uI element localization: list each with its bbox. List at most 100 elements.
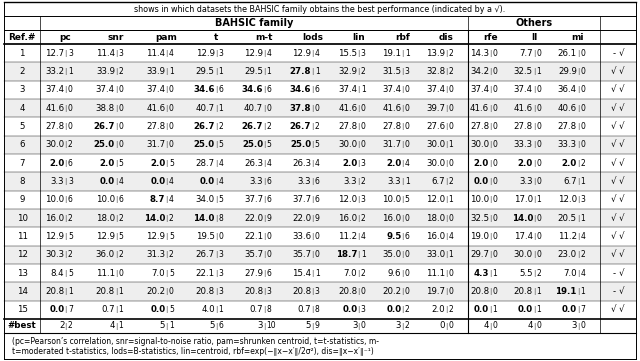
Text: |: | <box>65 251 67 258</box>
Text: 2: 2 <box>68 140 73 149</box>
Text: 0: 0 <box>404 104 410 113</box>
Text: 1: 1 <box>68 287 73 296</box>
Text: 0: 0 <box>536 214 541 223</box>
Text: shows in which datasets the BAHSIC family obtains the best performance (indicate: shows in which datasets the BAHSIC famil… <box>134 4 506 13</box>
Text: 41.6: 41.6 <box>514 104 533 113</box>
Text: 4: 4 <box>449 232 454 241</box>
Text: |: | <box>357 178 360 185</box>
Text: 9: 9 <box>266 214 271 223</box>
Text: 4: 4 <box>315 159 320 168</box>
Text: 7.0: 7.0 <box>152 269 165 278</box>
Text: 5: 5 <box>169 159 174 168</box>
Text: 41.6: 41.6 <box>147 104 165 113</box>
Text: |: | <box>311 50 314 57</box>
Text: |: | <box>115 215 117 222</box>
Text: |: | <box>489 215 492 222</box>
Text: 17.0: 17.0 <box>514 195 533 204</box>
Text: 6: 6 <box>315 177 320 186</box>
Text: 26.7: 26.7 <box>193 122 215 131</box>
Text: |: | <box>577 233 579 240</box>
Text: 2: 2 <box>169 214 173 223</box>
Text: 0: 0 <box>493 287 497 296</box>
Text: |: | <box>577 215 579 222</box>
Text: 3: 3 <box>118 49 124 58</box>
Text: √: √ <box>619 67 625 76</box>
Text: |: | <box>445 50 447 57</box>
Text: |: | <box>533 288 535 295</box>
Text: 1: 1 <box>536 305 541 314</box>
Text: 2.0: 2.0 <box>49 159 65 168</box>
Text: 1: 1 <box>218 104 223 113</box>
Text: 20.2: 20.2 <box>147 287 165 296</box>
Text: 18.0: 18.0 <box>96 214 115 223</box>
Text: 6: 6 <box>266 195 271 204</box>
Text: 3: 3 <box>572 322 577 331</box>
Text: |: | <box>489 86 492 93</box>
Text: 26.1: 26.1 <box>557 49 577 58</box>
Text: 0.0: 0.0 <box>518 305 533 314</box>
Text: |: | <box>215 142 217 148</box>
Text: 37.4: 37.4 <box>514 85 533 94</box>
Text: 0: 0 <box>118 104 124 113</box>
Text: |: | <box>263 270 266 277</box>
Text: 3: 3 <box>580 195 585 204</box>
Text: 30.0: 30.0 <box>470 140 489 149</box>
Text: 2: 2 <box>449 305 453 314</box>
Text: 27.8: 27.8 <box>382 122 401 131</box>
Text: |: | <box>357 270 360 277</box>
Text: |: | <box>357 142 360 148</box>
Text: 0.0: 0.0 <box>150 305 165 314</box>
Text: 1: 1 <box>449 140 453 149</box>
Text: 29.5: 29.5 <box>196 67 215 76</box>
Text: |: | <box>533 270 535 277</box>
Text: 40.6: 40.6 <box>557 104 577 113</box>
Text: |: | <box>357 196 360 203</box>
Text: 13.9: 13.9 <box>426 49 445 58</box>
Text: |: | <box>357 215 360 222</box>
Text: 2.0: 2.0 <box>518 159 533 168</box>
Text: |: | <box>65 306 67 313</box>
Text: 6: 6 <box>315 85 320 94</box>
Text: √: √ <box>619 85 625 94</box>
Text: 5: 5 <box>209 322 215 331</box>
Text: |: | <box>215 178 217 185</box>
Text: 40.7: 40.7 <box>244 104 263 113</box>
Text: 6: 6 <box>68 195 73 204</box>
Text: 3: 3 <box>68 177 73 186</box>
Text: 18.0: 18.0 <box>426 214 445 223</box>
Text: √: √ <box>619 104 625 113</box>
Text: 10.0: 10.0 <box>382 195 401 204</box>
Text: |: | <box>165 233 168 240</box>
Text: 27.8: 27.8 <box>290 67 311 76</box>
Text: 34.6: 34.6 <box>241 85 263 94</box>
Text: 0: 0 <box>118 122 124 131</box>
Text: 4: 4 <box>169 195 174 204</box>
Text: 2: 2 <box>404 305 410 314</box>
Text: √: √ <box>611 214 617 223</box>
Text: |: | <box>115 105 117 112</box>
Text: |: | <box>215 123 217 130</box>
Text: 0: 0 <box>266 250 271 259</box>
Text: 25.0: 25.0 <box>290 140 311 149</box>
Text: |: | <box>401 251 404 258</box>
Text: |: | <box>401 270 404 277</box>
Text: 34.6: 34.6 <box>290 85 311 94</box>
Text: 19.5: 19.5 <box>196 232 215 241</box>
Text: |: | <box>311 270 314 277</box>
Text: |: | <box>165 251 168 258</box>
Text: 0.7: 0.7 <box>101 305 115 314</box>
Text: 33.0: 33.0 <box>426 250 445 259</box>
Text: 12.0: 12.0 <box>339 195 357 204</box>
Text: |: | <box>489 270 492 277</box>
Text: |: | <box>533 215 535 222</box>
Text: 27.8: 27.8 <box>514 122 533 131</box>
Text: |: | <box>445 123 447 130</box>
Text: |: | <box>215 68 217 75</box>
Text: 12.9: 12.9 <box>244 49 263 58</box>
Text: |: | <box>401 288 404 295</box>
Text: |: | <box>165 105 168 112</box>
Text: 0: 0 <box>169 104 174 113</box>
Bar <box>4 246 636 264</box>
Text: 0: 0 <box>118 140 124 149</box>
Text: 8: 8 <box>266 305 271 314</box>
